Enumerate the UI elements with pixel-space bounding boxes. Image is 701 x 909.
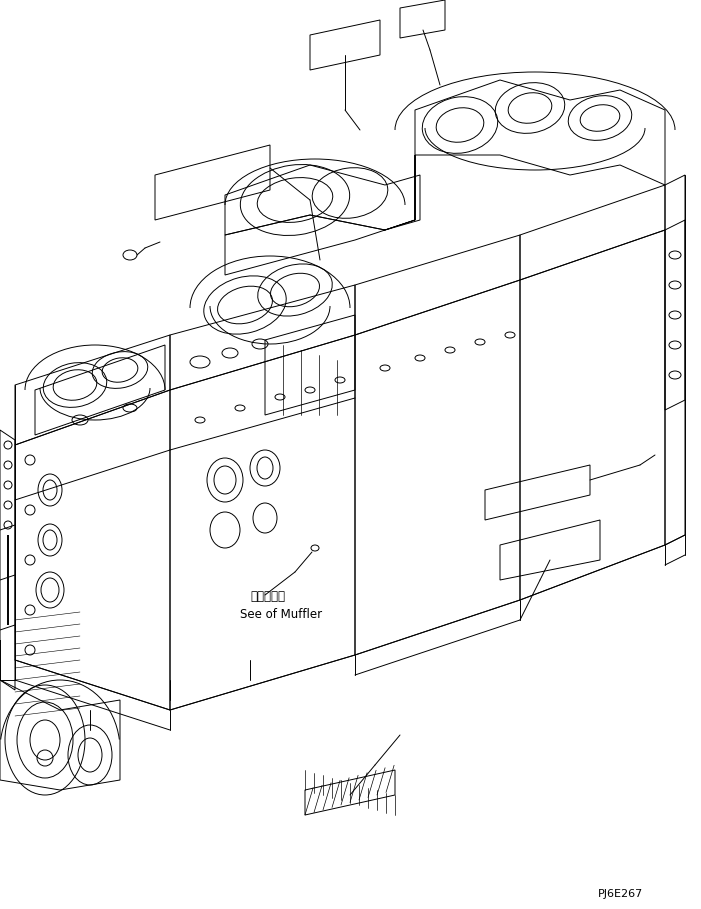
- Text: See of Muffler: See of Muffler: [240, 608, 322, 621]
- Text: PJ6E267: PJ6E267: [598, 889, 644, 899]
- Text: マフラ参照: マフラ参照: [250, 590, 285, 603]
